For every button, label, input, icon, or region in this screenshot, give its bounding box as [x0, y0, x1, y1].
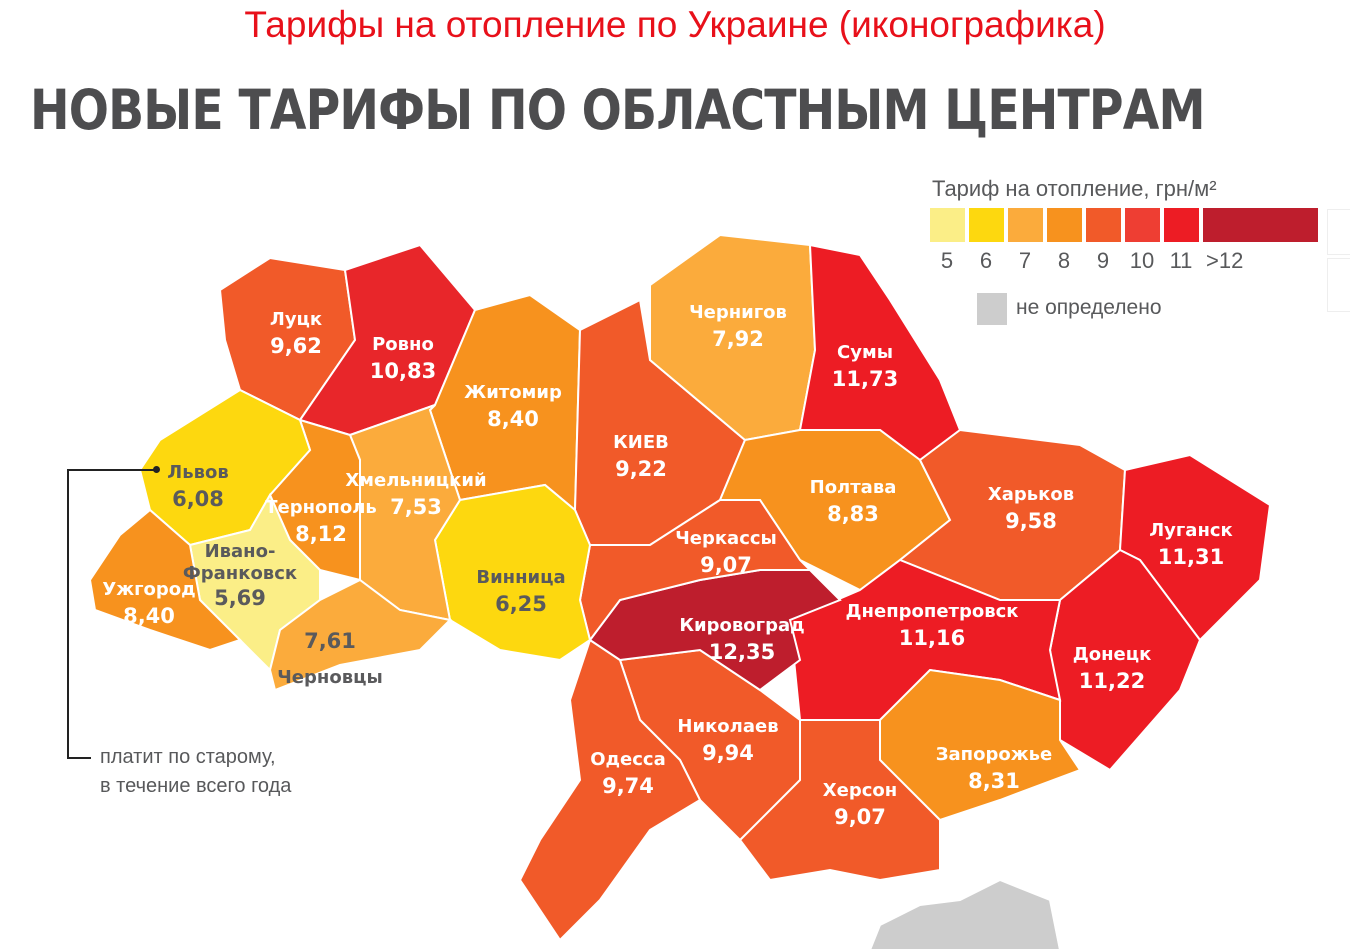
callout-dot: [153, 466, 160, 473]
region-chernivtsi: [268, 578, 453, 692]
region-name-sumy: Сумы: [837, 342, 893, 363]
region-name-chernihiv: Чернигов: [689, 302, 787, 323]
infographic-heading: НОВЫЕ ТАРИФЫ ПО ОБЛАСТНЫМ ЦЕНТРАМ: [30, 78, 1206, 142]
region-name-vinnytsia: Винница: [476, 567, 565, 588]
region-odesa: [518, 638, 702, 942]
region-value-sumy: 11,73: [832, 367, 898, 391]
region-name-ternopil: Тернополь: [265, 497, 377, 518]
region-name-kharkiv: Харьков: [988, 484, 1074, 505]
region-value-kherson: 9,07: [834, 805, 886, 829]
region-name-kirovohrad: Кировоград: [679, 615, 804, 636]
legend-label: 8: [1057, 248, 1071, 273]
region-name-lutsk: Луцк: [270, 309, 322, 330]
legend-title: Тариф на отопление, грн/м²: [932, 176, 1217, 201]
region-value-odesa: 9,74: [602, 774, 654, 798]
region-value-ivano-frankivsk: 5,69: [214, 586, 266, 610]
region-uzhhorod: [88, 508, 242, 652]
region-name-ivano-frankivsk: Ивано-: [205, 541, 276, 562]
legend-swatch: [1203, 208, 1318, 242]
region-name-donetsk: Донецк: [1073, 644, 1152, 665]
region-value-kyiv: 9,22: [615, 457, 667, 481]
region-value-poltava: 8,83: [827, 502, 879, 526]
legend-label: >12: [1206, 248, 1244, 273]
region-name-zhytomyr: Житомир: [464, 382, 562, 403]
legend-swatch: [1008, 208, 1043, 242]
legend-swatch: [1164, 208, 1199, 242]
region-crimea: [868, 878, 1062, 950]
region-name-lviv: Львов: [167, 462, 228, 483]
legend-undefined-label: не определено: [1016, 296, 1162, 319]
legend-label: 9: [1096, 248, 1110, 273]
legend-label: 10: [1129, 248, 1155, 273]
region-value-lutsk: 9,62: [270, 334, 322, 358]
region-name-kherson: Херсон: [823, 780, 897, 801]
region-value-kharkiv: 9,58: [1005, 509, 1057, 533]
region-value-zaporizhzhia: 8,31: [968, 769, 1020, 793]
legend-label: 7: [1018, 248, 1032, 273]
note-line-2: в течение всего года: [100, 775, 292, 797]
legend-swatch: [1047, 208, 1082, 242]
region-value-chernihiv: 7,92: [712, 327, 764, 351]
legend-label: 5: [940, 248, 954, 273]
region-name-zaporizhzhia: Запорожье: [936, 744, 1053, 765]
region-name-chernivtsi: Черновцы: [277, 667, 382, 688]
region-name-ivano-frankivsk: Франковск: [183, 563, 297, 584]
region-name-mykolaiv: Николаев: [677, 716, 778, 737]
region-value-cherkasy: 9,07: [700, 553, 752, 577]
callout-bracket: [67, 469, 91, 759]
legend-swatch: [1086, 208, 1121, 242]
legend-undefined-swatch: [977, 293, 1007, 325]
region-value-lviv: 6,08: [172, 487, 224, 511]
region-name-cherkasy: Черкассы: [675, 528, 777, 549]
legend-swatch: [930, 208, 965, 242]
region-name-khmelnytskyi: Хмельницкий: [345, 470, 486, 491]
region-name-dnipro: Днепропетровск: [846, 601, 1019, 622]
region-name-odesa: Одесса: [590, 749, 666, 770]
region-value-ternopil: 8,12: [295, 522, 347, 546]
region-name-kyiv: КИЕВ: [613, 432, 669, 453]
region-name-uzhhorod: Ужгород: [102, 579, 195, 600]
region-value-khmelnytskyi: 7,53: [390, 495, 442, 519]
note-line-1: платит по старому,: [100, 746, 276, 768]
callout-line: [67, 469, 155, 471]
clipped-panel: [1327, 209, 1350, 255]
region-value-luhansk: 11,31: [1158, 545, 1224, 569]
callout-note: платит по старому, в течение всего года: [100, 743, 291, 801]
region-name-luhansk: Луганск: [1149, 520, 1233, 541]
region-value-mykolaiv: 9,94: [702, 741, 754, 765]
region-value-donetsk: 11,22: [1079, 669, 1145, 693]
region-value-vinnytsia: 6,25: [495, 592, 547, 616]
legend-label: 11: [1169, 248, 1193, 273]
region-value-chernivtsi: 7,61: [304, 629, 356, 653]
legend-swatch: [1125, 208, 1160, 242]
page-title: Тарифы на отопление по Украине (иконогра…: [244, 4, 1106, 45]
legend-swatch: [969, 208, 1004, 242]
region-value-zhytomyr: 8,40: [487, 407, 539, 431]
region-name-rivne: Ровно: [372, 334, 434, 355]
region-value-uzhhorod: 8,40: [123, 604, 175, 628]
region-value-dnipro: 11,16: [899, 626, 965, 650]
region-value-kirovohrad: 12,35: [709, 640, 775, 664]
region-name-poltava: Полтава: [810, 477, 897, 498]
legend-label: 6: [979, 248, 993, 273]
region-value-rivne: 10,83: [370, 359, 436, 383]
clipped-panel: [1327, 258, 1350, 312]
